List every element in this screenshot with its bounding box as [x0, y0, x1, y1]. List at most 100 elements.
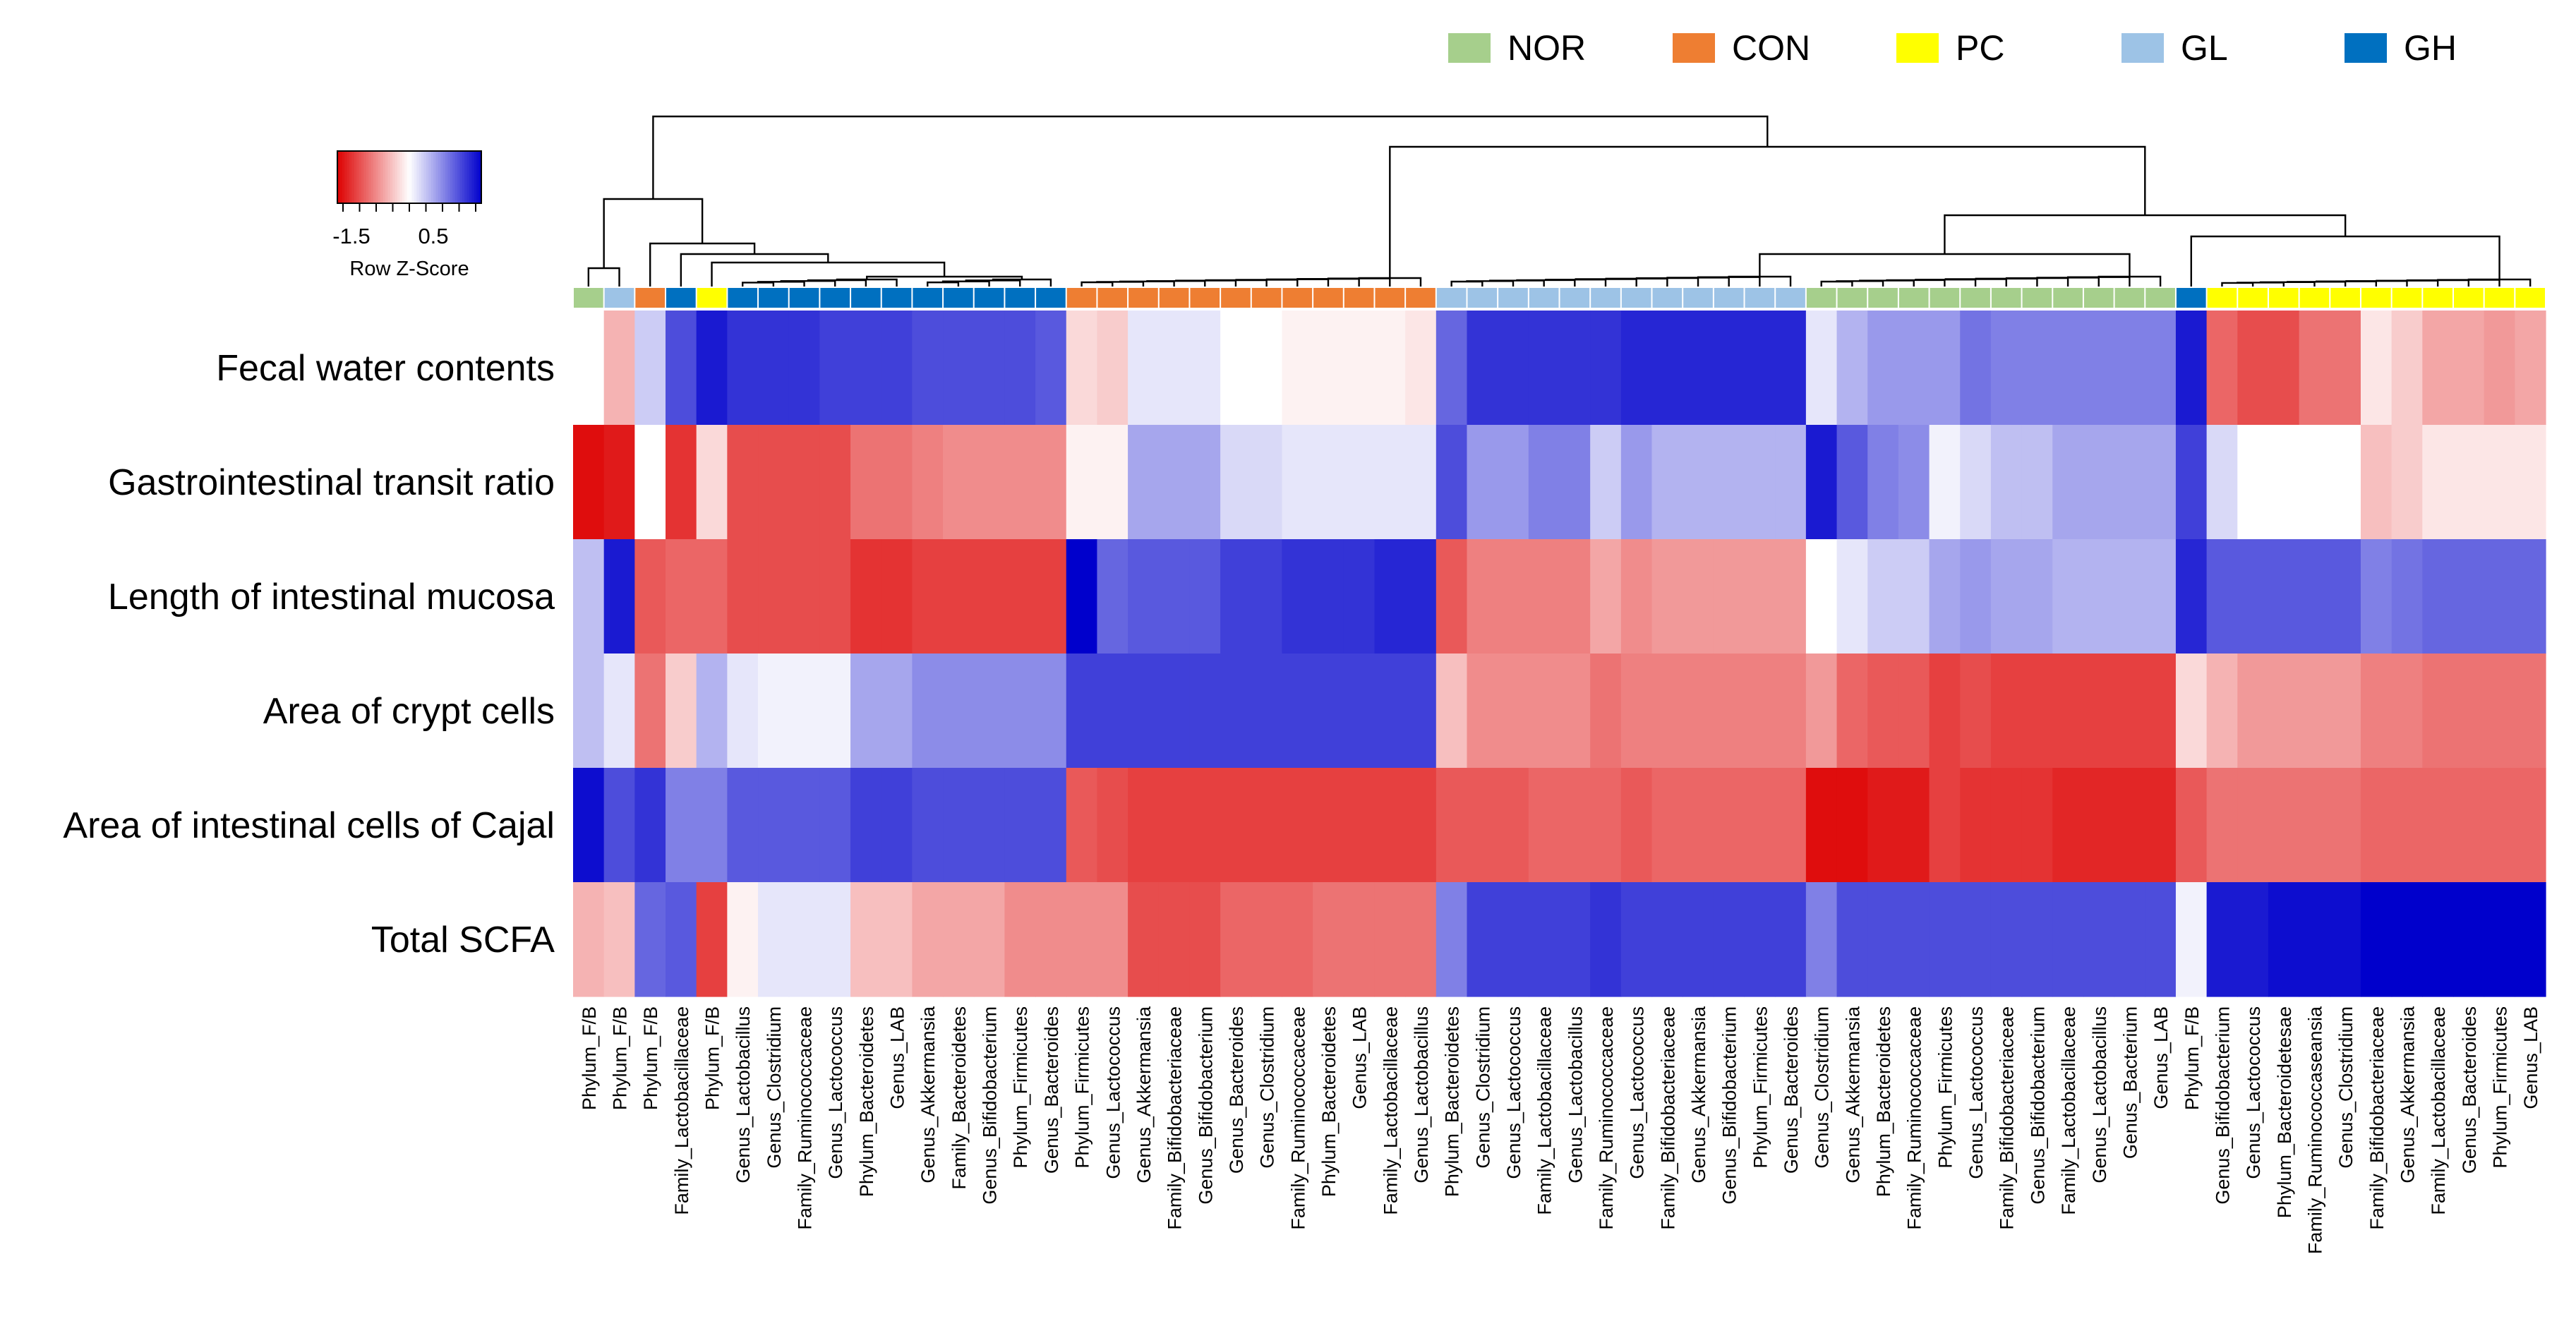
group-bar-segment: [819, 288, 851, 308]
group-bar-segment: [1220, 288, 1252, 308]
legend-label: GH: [2404, 28, 2457, 68]
heatmap-cell: [2268, 539, 2300, 654]
column-label: Family_Lactobacillaceae: [1534, 1006, 1555, 1215]
heatmap-cell: [1620, 654, 1653, 769]
heatmap-cell: [1898, 425, 1930, 540]
heatmap-cell: [943, 654, 975, 769]
heatmap-cell: [1683, 311, 1714, 426]
group-bar-segment: [2360, 288, 2393, 308]
heatmap-cell: [2237, 768, 2269, 883]
heatmap-cell: [973, 311, 1006, 426]
heatmap-cell: [2391, 425, 2423, 540]
heatmap-cell: [634, 539, 666, 654]
color-key-gradient-step: [433, 151, 436, 203]
color-key-gradient-step: [366, 151, 369, 203]
heatmap-cell: [1282, 311, 1313, 426]
heatmap-cell: [1374, 882, 1406, 997]
group-bar-segment: [1929, 288, 1961, 308]
column-label: Phylum_Bacteroidetes: [1442, 1006, 1463, 1197]
legend-label: CON: [1732, 28, 1810, 68]
heatmap-cell: [2052, 539, 2084, 654]
heatmap-cell: [1651, 539, 1683, 654]
heatmap-cell: [758, 882, 790, 997]
heatmap-cell: [2206, 654, 2238, 769]
heatmap-cell: [1683, 654, 1714, 769]
heatmap-cell: [1559, 425, 1591, 540]
column-label: Phylum_Firmicutes: [1750, 1006, 1771, 1169]
heatmap-cell: [666, 311, 697, 426]
heatmap-cell: [2484, 425, 2515, 540]
column-label: Genus_Bacteroides: [1781, 1006, 1802, 1174]
heatmap-cell: [666, 539, 697, 654]
heatmap-cell: [1282, 539, 1313, 654]
heatmap-cell: [2021, 539, 2053, 654]
heatmap-cell: [1313, 425, 1344, 540]
column-label: Genus_Lactobacillus: [1411, 1006, 1432, 1184]
heatmap-cell: [1066, 882, 1098, 997]
heatmap-cell: [2145, 654, 2177, 769]
column-label: Genus_Bifidobacterium: [1195, 1006, 1216, 1205]
heatmap-cell: [1620, 768, 1653, 883]
heatmap-cell: [2114, 768, 2145, 883]
heatmap-cell: [1282, 882, 1313, 997]
heatmap-cell: [1097, 539, 1128, 654]
heatmap-cell: [1251, 425, 1283, 540]
heatmap-cell: [2360, 768, 2393, 883]
color-key-gradient-step: [464, 151, 468, 203]
heatmap-cell: [1744, 539, 1776, 654]
heatmap-cell: [1436, 882, 1468, 997]
heatmap-cell: [1004, 654, 1036, 769]
heatmap-cell: [850, 882, 882, 997]
heatmap-cell: [2360, 311, 2393, 426]
column-label: Genus_Akkermansia: [1688, 1006, 1709, 1184]
heatmap-cell: [1898, 768, 1930, 883]
heatmap-cell: [1128, 425, 1160, 540]
heatmap-cell: [2083, 539, 2115, 654]
heatmap-cell: [2299, 654, 2330, 769]
heatmap-cell: [1158, 654, 1191, 769]
row-label: Total SCFA: [371, 920, 555, 960]
heatmap-cell: [1035, 882, 1067, 997]
heatmap-cell: [943, 311, 975, 426]
color-key-gradient-step: [447, 151, 451, 203]
heatmap-cell: [2268, 654, 2300, 769]
color-key-gradient-step: [457, 151, 460, 203]
group-bar-segment: [1097, 288, 1128, 308]
group-bar-segment: [1405, 288, 1437, 308]
heatmap-cell: [1158, 539, 1191, 654]
heatmap-cell: [1128, 768, 1160, 883]
heatmap-cell: [2484, 311, 2515, 426]
heatmap-cell: [2299, 311, 2330, 426]
group-bar-segment: [943, 288, 975, 308]
heatmap-cell: [1405, 882, 1437, 997]
legend-swatch: [1673, 33, 1715, 63]
row-label: Fecal water contents: [216, 348, 555, 389]
heatmap-cell: [1467, 311, 1498, 426]
heatmap-cell: [2391, 539, 2423, 654]
heatmap-cell: [1313, 882, 1344, 997]
group-bar-segment: [912, 288, 944, 308]
heatmap-cell: [2484, 768, 2515, 883]
heatmap-cell: [881, 425, 913, 540]
heatmap-cell: [819, 425, 851, 540]
heatmap-cell: [1590, 311, 1622, 426]
legend-label: GL: [2181, 28, 2228, 68]
heatmap-cell: [1220, 768, 1252, 883]
heatmap-cell: [1651, 654, 1683, 769]
legend-swatch: [2345, 33, 2387, 63]
heatmap-cell: [1066, 311, 1098, 426]
heatmap-cell: [1990, 311, 2023, 426]
heatmap-cell: [1405, 654, 1437, 769]
heatmap-cell: [2360, 654, 2393, 769]
heatmap-cell: [2515, 654, 2546, 769]
heatmap-cell: [2422, 882, 2454, 997]
heatmap-cell: [1867, 311, 1899, 426]
heatmap-cell: [2484, 539, 2515, 654]
group-bar-segment: [2484, 288, 2515, 308]
heatmap-cell: [912, 768, 944, 883]
group-bar-segment: [2052, 288, 2084, 308]
heatmap-cell: [2391, 654, 2423, 769]
heatmap-cell: [881, 768, 913, 883]
color-key-gradient-step: [414, 151, 417, 203]
group-bar-segment: [1436, 288, 1468, 308]
